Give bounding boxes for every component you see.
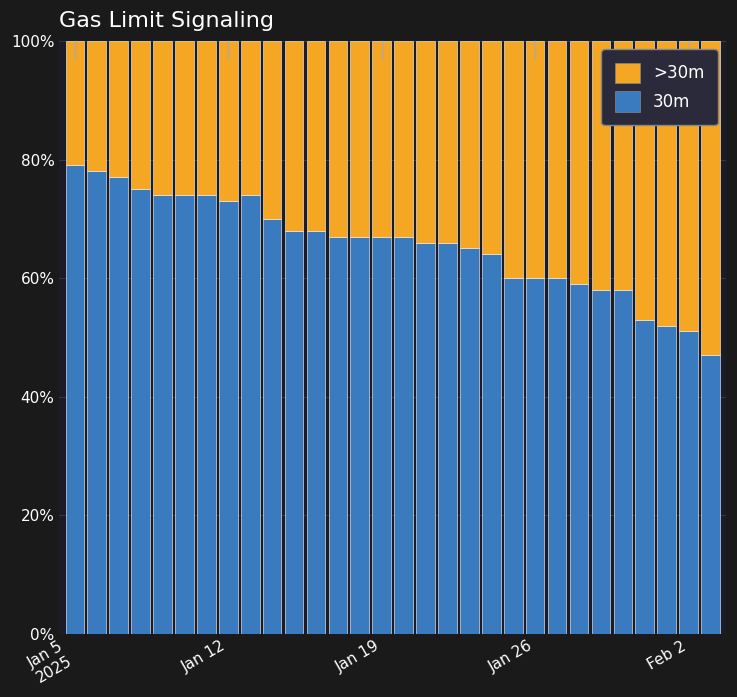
Bar	[460, 41, 479, 248]
Legend: >30m, 30m: >30m, 30m	[601, 49, 718, 125]
Bar	[329, 236, 347, 634]
Bar	[175, 41, 194, 195]
Bar	[482, 254, 500, 634]
Bar	[372, 41, 391, 236]
Bar	[570, 284, 588, 634]
Bar	[460, 248, 479, 634]
Bar	[635, 320, 654, 634]
Bar	[109, 177, 128, 634]
Bar	[219, 201, 237, 634]
Bar	[439, 41, 457, 243]
Bar	[131, 189, 150, 634]
Bar	[66, 165, 84, 634]
Bar	[526, 41, 545, 278]
Bar	[372, 236, 391, 634]
Bar	[680, 332, 698, 634]
Bar	[351, 236, 369, 634]
Bar	[570, 41, 588, 284]
Bar	[548, 41, 567, 278]
Bar	[416, 243, 435, 634]
Bar	[592, 41, 610, 290]
Bar	[88, 41, 106, 171]
Bar	[263, 41, 282, 219]
Bar	[66, 41, 84, 165]
Bar	[416, 41, 435, 243]
Bar	[613, 41, 632, 290]
Bar	[351, 41, 369, 236]
Bar	[197, 41, 216, 195]
Bar	[394, 41, 413, 236]
Bar	[241, 195, 259, 634]
Bar	[88, 171, 106, 634]
Bar	[175, 195, 194, 634]
Bar	[329, 41, 347, 236]
Bar	[657, 325, 676, 634]
Bar	[197, 195, 216, 634]
Bar	[284, 41, 304, 231]
Bar	[548, 278, 567, 634]
Bar	[153, 41, 172, 195]
Bar	[526, 278, 545, 634]
Bar	[131, 41, 150, 189]
Bar	[394, 236, 413, 634]
Bar	[284, 231, 304, 634]
Bar	[263, 219, 282, 634]
Bar	[504, 278, 523, 634]
Bar	[657, 41, 676, 325]
Bar	[153, 195, 172, 634]
Bar	[701, 355, 720, 634]
Bar	[307, 41, 325, 231]
Text: Gas Limit Signaling: Gas Limit Signaling	[60, 11, 274, 31]
Bar	[504, 41, 523, 278]
Bar	[592, 290, 610, 634]
Bar	[680, 41, 698, 332]
Bar	[241, 41, 259, 195]
Bar	[635, 41, 654, 320]
Bar	[109, 41, 128, 177]
Bar	[701, 41, 720, 355]
Bar	[307, 231, 325, 634]
Bar	[482, 41, 500, 254]
Bar	[219, 41, 237, 201]
Bar	[439, 243, 457, 634]
Bar	[613, 290, 632, 634]
